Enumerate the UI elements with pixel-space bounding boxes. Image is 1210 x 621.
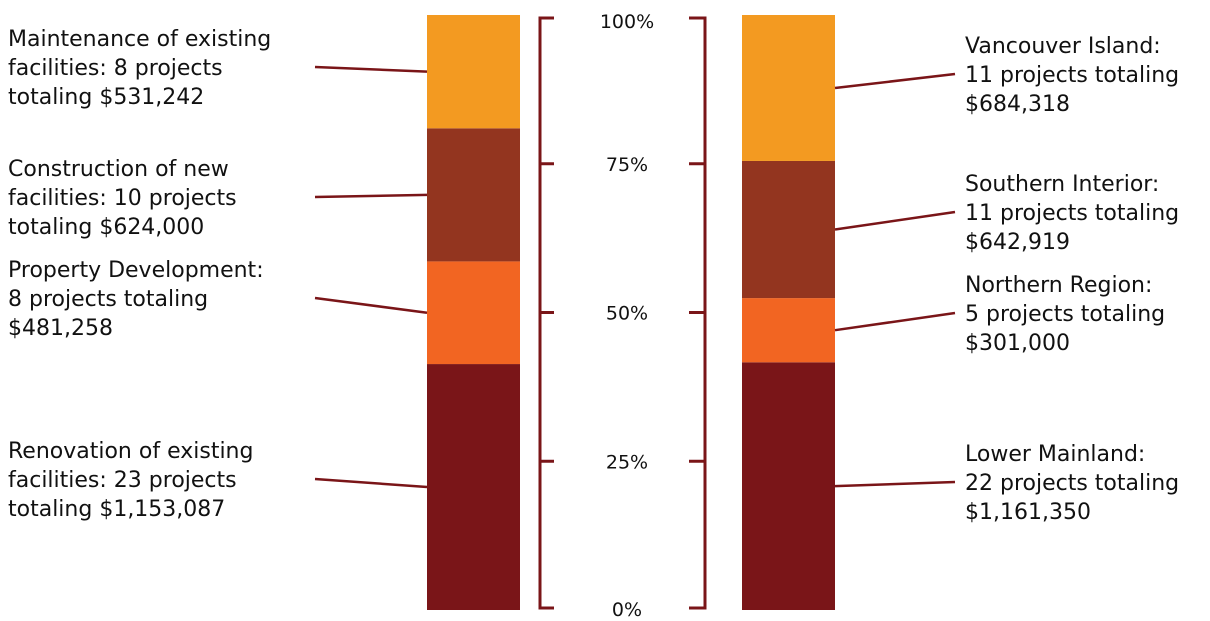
right-bar-label-2-line-2: $642,919	[965, 230, 1070, 255]
left-bar-label-0-line-0: Renovation of existing	[8, 439, 253, 464]
left-bar-label-1-line-0: Property Development:	[8, 258, 264, 283]
right-bar-label-1-line-2: $301,000	[965, 331, 1070, 356]
left-bar-segment-0	[427, 364, 520, 610]
right-bar-leader-1	[834, 311, 956, 332]
right-bar-label-1-line-1: 5 projects totaling	[965, 302, 1165, 327]
right-bar-leader-3	[834, 72, 956, 90]
left-bar-label-3-line-2: totaling $531,242	[8, 85, 204, 110]
left-bar-label-2-line-1: facilities: 10 projects	[8, 186, 237, 211]
right-bar-segment-2	[742, 160, 835, 299]
right-bar-leader-0	[834, 480, 956, 488]
right-bar-label-0-line-1: 22 projects totaling	[965, 471, 1179, 496]
right-bar-label-1-line-0: Northern Region:	[965, 273, 1152, 298]
left-bar-segment-2	[427, 128, 520, 262]
left-bar-leader-0	[314, 477, 428, 489]
right-bar-label-0-line-2: $1,161,350	[965, 500, 1091, 525]
left-bar-leader-3	[314, 65, 428, 73]
right-bar-label-0-line-0: Lower Mainland:	[965, 442, 1145, 467]
left-bar-leader-2	[314, 193, 428, 199]
right-bar-label-2-line-1: 11 projects totaling	[965, 201, 1179, 226]
left-bar-segment-1	[427, 261, 520, 365]
left-bar-leader-1	[314, 296, 428, 314]
right-bar-segment-0	[742, 362, 835, 610]
left-bar-label-0-line-1: facilities: 23 projects	[8, 468, 237, 493]
right-bar-label-2-line-0: Southern Interior:	[965, 172, 1159, 197]
left-bar-label-2-line-0: Construction of new	[8, 157, 229, 182]
right-bar-label-3-line-0: Vancouver Island:	[965, 34, 1161, 59]
right-bar-segment-3	[742, 15, 835, 161]
left-bar-label-2-line-2: totaling $624,000	[8, 215, 204, 240]
left-bar-label-3-line-1: facilities: 8 projects	[8, 56, 223, 81]
right-bar-label-3-line-2: $684,318	[965, 92, 1070, 117]
left-bar-label-3-line-0: Maintenance of existing	[8, 27, 271, 52]
y-tick-label-3: 75%	[606, 154, 648, 176]
y-tick-label-1: 25%	[606, 451, 648, 473]
y-tick-label-2: 50%	[606, 303, 648, 325]
left-bar-segment-3	[427, 15, 520, 129]
y-tick-label-4: 100%	[600, 11, 654, 33]
right-bar-leader-2	[834, 210, 956, 231]
right-bar-segment-1	[742, 298, 835, 363]
left-bar-label-1-line-2: $481,258	[8, 316, 113, 341]
right-bar-label-3-line-1: 11 projects totaling	[965, 63, 1179, 88]
left-bar-label-0-line-2: totaling $1,153,087	[8, 497, 225, 522]
left-bar-label-1-line-1: 8 projects totaling	[8, 287, 208, 312]
y-tick-label-0: 0%	[612, 599, 642, 621]
